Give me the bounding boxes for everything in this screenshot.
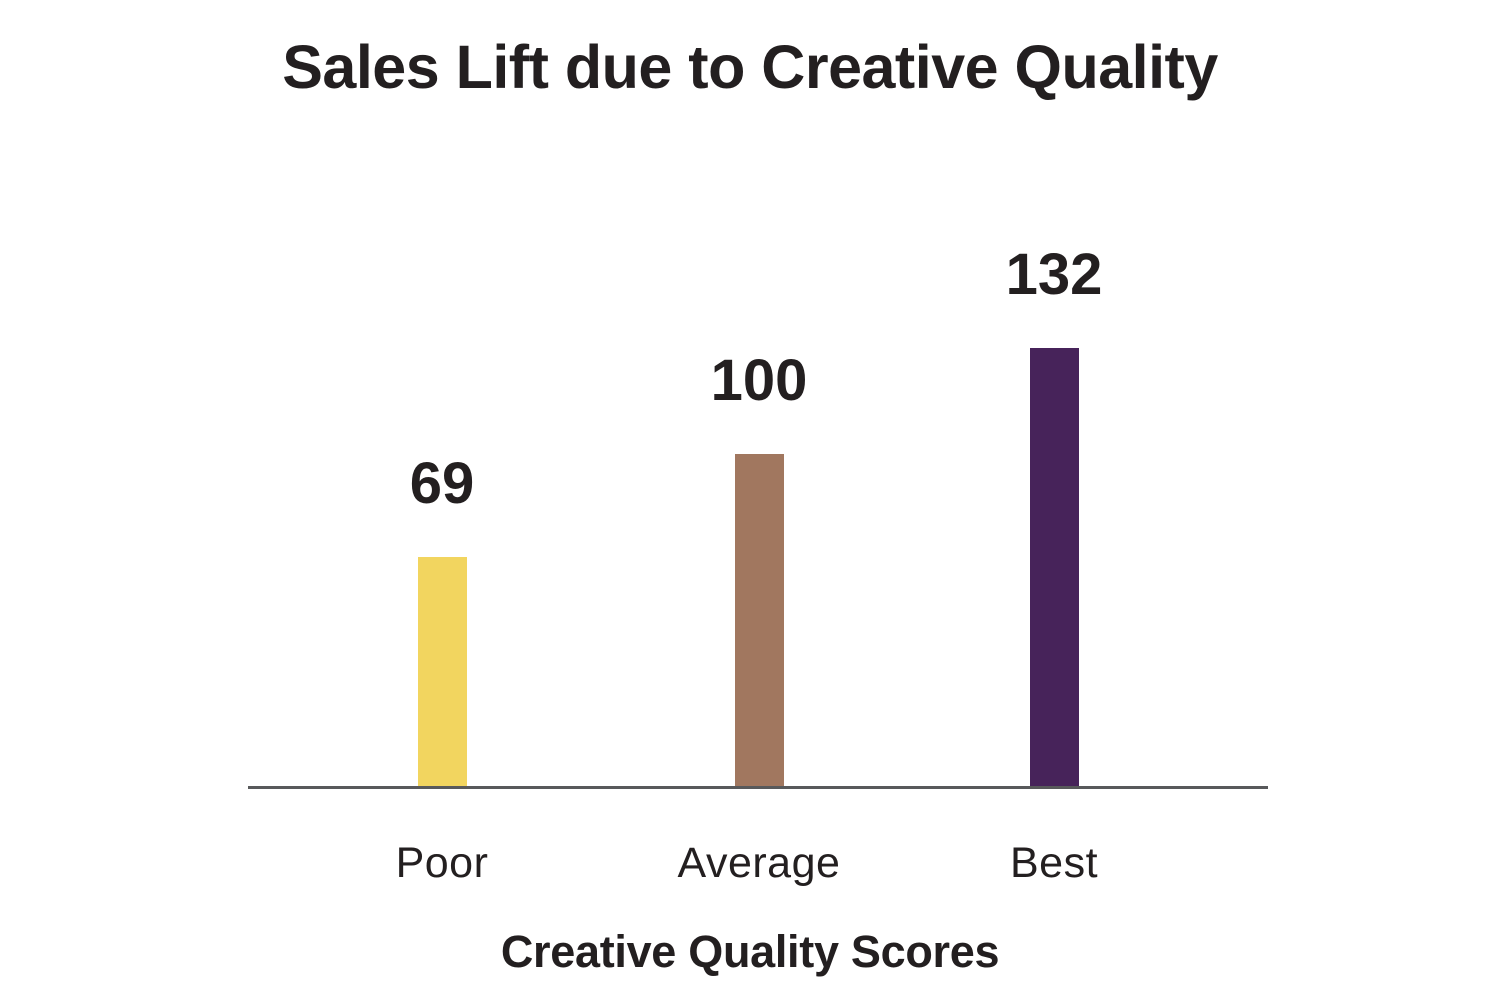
bar-best [1029, 348, 1079, 786]
bar-value-label: 69 [409, 451, 475, 516]
category-label-poor: Poor [395, 839, 489, 887]
category-label-average: Average [677, 839, 841, 887]
chart-title: Sales Lift due to Creative Quality [282, 33, 1218, 101]
bar-poor [417, 557, 467, 786]
x-axis-line [248, 786, 1268, 789]
bar-value-label: 100 [710, 348, 808, 413]
bar-value-label: 132 [1005, 242, 1103, 307]
x-axis-title: Creative Quality Scores [500, 926, 1000, 977]
bar-average [734, 454, 784, 786]
bar-group-poor: 69 Poor [342, 451, 542, 887]
bar-group-best: 132 Best [954, 242, 1154, 887]
bar-group-average: 100 Average [659, 348, 859, 887]
category-label-best: Best [1009, 839, 1099, 887]
